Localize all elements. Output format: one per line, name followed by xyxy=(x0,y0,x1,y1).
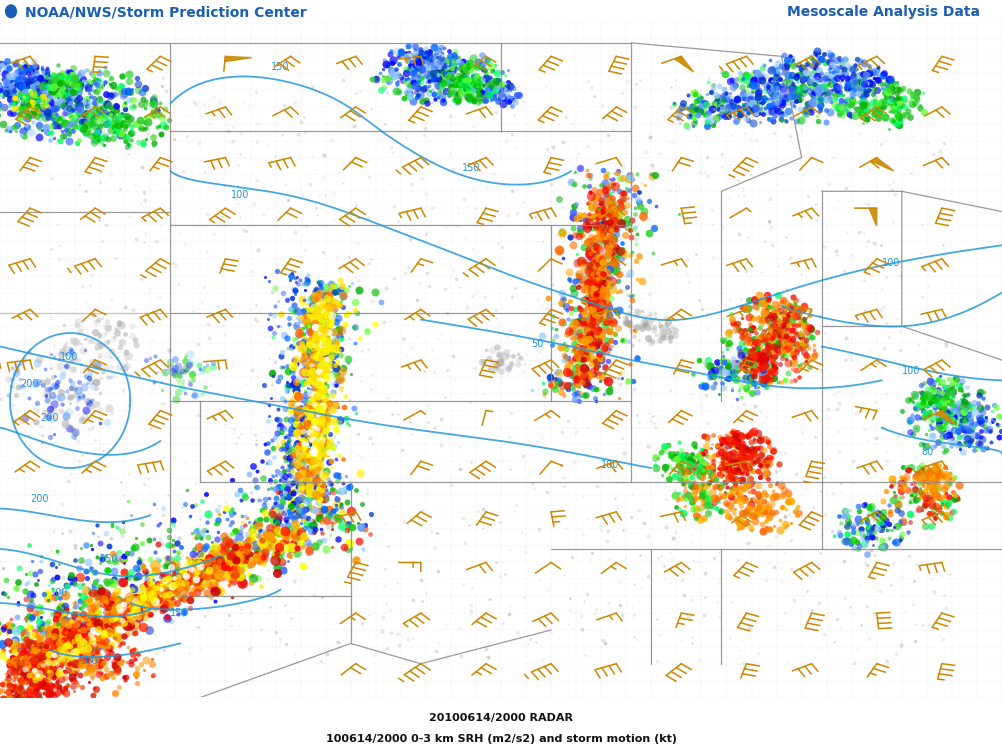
Circle shape xyxy=(6,5,16,17)
Text: 100614/2000 0-3 km SRH (m2/s2) and storm motion (kt): 100614/2000 0-3 km SRH (m2/s2) and storm… xyxy=(326,734,676,744)
Text: 50: 50 xyxy=(531,339,543,348)
Text: 100: 100 xyxy=(80,656,98,666)
Text: NOAA/NWS/Storm Prediction Center: NOAA/NWS/Storm Prediction Center xyxy=(25,5,307,19)
Text: 20100614/2000 RADAR: 20100614/2000 RADAR xyxy=(429,713,573,723)
Text: 200: 200 xyxy=(30,494,48,504)
Text: 150: 150 xyxy=(272,62,290,72)
Text: 200: 200 xyxy=(20,379,38,389)
Polygon shape xyxy=(224,57,252,62)
Polygon shape xyxy=(871,158,894,171)
Text: 100: 100 xyxy=(902,366,920,375)
Circle shape xyxy=(3,2,19,20)
Text: Mesoscale Analysis Data: Mesoscale Analysis Data xyxy=(787,5,980,19)
Text: 150: 150 xyxy=(100,554,118,565)
Text: 80: 80 xyxy=(922,446,934,456)
Text: 100: 100 xyxy=(50,588,68,598)
Polygon shape xyxy=(869,208,877,225)
Text: 150: 150 xyxy=(170,608,188,618)
Text: 100: 100 xyxy=(601,460,619,470)
Text: 200: 200 xyxy=(40,412,58,423)
Text: 100: 100 xyxy=(882,258,900,268)
Text: 150: 150 xyxy=(462,163,480,173)
Polygon shape xyxy=(936,411,957,425)
Text: 100: 100 xyxy=(230,190,248,200)
Polygon shape xyxy=(674,57,693,72)
Text: 100: 100 xyxy=(60,352,78,362)
